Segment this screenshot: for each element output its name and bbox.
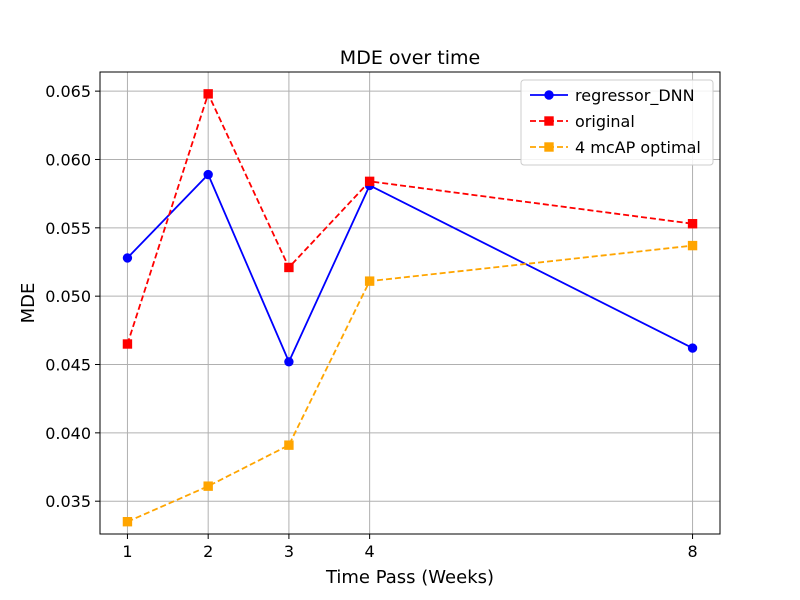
series-line-4-mcap-optimal — [127, 244, 693, 523]
data-point-original — [284, 262, 294, 273]
legend-entry-4-mcap-optimal: 4 mcAP optimal — [530, 138, 701, 157]
x-axis-label: Time Pass (Weeks) — [325, 567, 494, 588]
data-point-4-mcap-optimal — [284, 440, 294, 450]
y-tick-label: 0.060 — [45, 150, 91, 169]
legend-marker-4-mcap-optimal — [544, 142, 554, 152]
legend-label-4-mcap-optimal: 4 mcAP optimal — [575, 138, 701, 157]
plot-frame — [99, 71, 721, 535]
y-tick-label: 0.050 — [45, 287, 91, 306]
legend-label-original: original — [575, 112, 635, 131]
legend-marker-original — [544, 116, 554, 126]
legend-marker-regressor-dnn — [544, 90, 554, 100]
data-point-original — [122, 339, 133, 349]
series-4-mcap-optimal — [122, 240, 698, 527]
x-tick-label: 3 — [284, 542, 294, 561]
legend-label-regressor-dnn: regressor_DNN — [575, 86, 695, 106]
data-point-regressor-dnn — [284, 357, 294, 367]
data-point-regressor-dnn — [687, 343, 698, 353]
y-tick-label: 0.035 — [45, 492, 91, 511]
legend-entry-original: original — [530, 112, 635, 131]
y-tick-label: 0.045 — [45, 356, 91, 375]
y-tick-label: 0.040 — [45, 424, 91, 443]
data-point-original — [203, 89, 213, 99]
legend-box — [520, 79, 714, 166]
y-axis-label: MDE — [18, 283, 39, 324]
data-point-original — [687, 219, 698, 229]
x-tick-label: 2 — [203, 542, 213, 561]
data-point-original — [364, 176, 375, 187]
x-tick-label: 4 — [365, 542, 375, 561]
axis-ticks: 1 2 3 4 8 0.035 0.040 0.045 0.050 0.055 0.060 0.065 — [45, 82, 697, 561]
x-tick-label: 8 — [687, 542, 697, 561]
x-tick-label: 1 — [122, 542, 132, 561]
series-original — [122, 89, 698, 349]
legend: regressor_DNN original 4 mcAP optimal — [520, 79, 714, 166]
data-point-regressor-dnn — [122, 253, 133, 263]
y-tick-label: 0.055 — [45, 219, 91, 238]
chart-title: MDE over time — [340, 47, 480, 69]
series-layer — [122, 89, 698, 527]
legend-entry-regressor-dnn: regressor_DNN — [530, 86, 695, 106]
data-point-4-mcap-optimal — [364, 276, 375, 286]
y-tick-label: 0.065 — [45, 82, 91, 101]
data-point-regressor-dnn — [203, 169, 213, 180]
data-point-4-mcap-optimal — [203, 481, 213, 491]
data-point-4-mcap-optimal — [687, 240, 698, 251]
data-point-4-mcap-optimal — [122, 516, 133, 527]
